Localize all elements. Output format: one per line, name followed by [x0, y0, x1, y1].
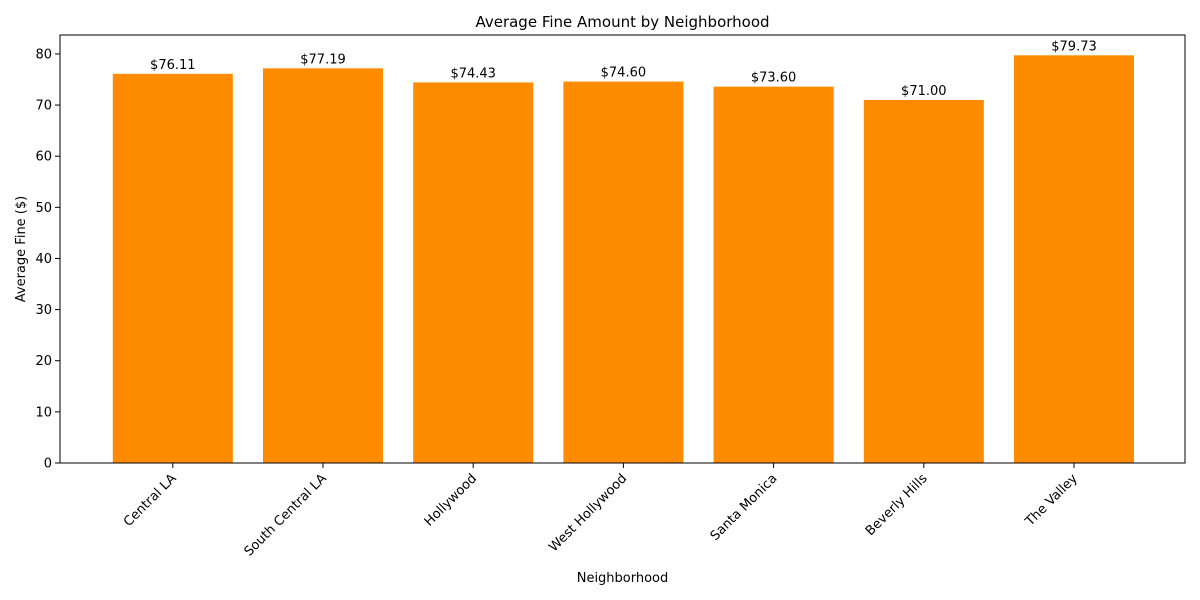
bar: [863, 99, 984, 463]
x-axis: Central LA South Central LA Hollywood West …: [121, 463, 1081, 559]
x-tick-label: Central LA: [121, 471, 180, 530]
y-tick-label: 80: [35, 47, 52, 62]
x-tick-label: The Valley: [1022, 471, 1081, 530]
x-tick-label: West Hollywood: [546, 471, 630, 555]
x-tick-label: Beverly Hills: [863, 471, 931, 539]
y-tick-label: 10: [35, 405, 52, 420]
data-label: $73.60: [751, 71, 797, 86]
x-tick-label: Santa Monica: [708, 471, 781, 544]
data-labels-layer: $76.11 $77.19 $74.43 $74.60 $73.60 $71.00 $79.…: [150, 39, 1097, 99]
plot-frame: [59, 34, 1186, 464]
y-tick-label: 20: [35, 354, 52, 369]
data-label: $79.73: [1051, 39, 1097, 54]
chart-title: Average Fine Amount by Neighborhood: [475, 13, 769, 31]
y-tick-label: 0: [44, 457, 52, 472]
bar: [713, 86, 834, 463]
y-tick-label: 70: [35, 99, 52, 114]
x-axis-title: Neighborhood: [577, 571, 669, 586]
y-tick-label: 40: [35, 252, 52, 267]
x-tick-label: Hollywood: [422, 471, 480, 529]
y-tick-label: 60: [35, 150, 52, 165]
bar: [263, 68, 383, 464]
bar: [563, 81, 684, 464]
data-label: $77.19: [300, 52, 346, 67]
bar: [112, 73, 233, 464]
y-axis-title: Average Fine ($): [14, 196, 29, 302]
data-label: $74.60: [601, 66, 647, 81]
data-label: $71.00: [901, 84, 947, 99]
y-tick-label: 30: [35, 303, 52, 318]
data-label: $74.43: [450, 66, 496, 81]
x-tick-label: South Central LA: [242, 471, 330, 559]
data-label: $76.11: [150, 58, 196, 73]
bars-layer: [112, 55, 1134, 464]
y-axis: 0 10 20 30 40 50 60 70 80: [35, 47, 60, 472]
bar: [1014, 55, 1134, 463]
y-tick-label: 50: [35, 201, 52, 216]
bar: [413, 82, 534, 463]
